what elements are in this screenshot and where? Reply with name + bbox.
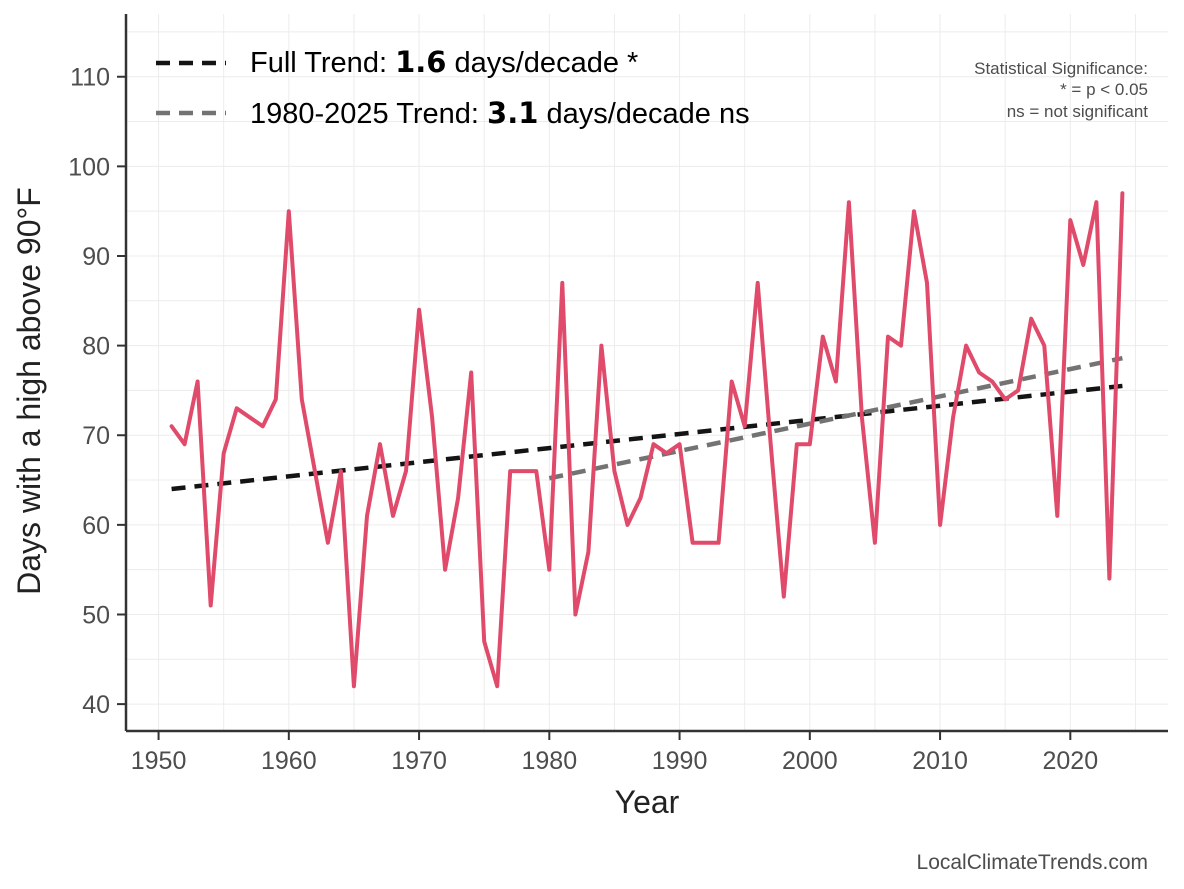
series-line (169, 191, 1125, 689)
x-tick-label: 1980 (522, 747, 578, 775)
y-ticks: 40 50 60 70 80 90 100 110 (68, 64, 126, 719)
y-tick-label: 80 (82, 333, 110, 361)
x-tick-label: 1990 (652, 747, 708, 775)
significance-line-2: ns = not significant (1007, 102, 1149, 121)
x-tick-label: 2020 (1043, 747, 1099, 775)
y-tick-label: 60 (82, 512, 110, 540)
legend-label-full-trend: Full Trend: 1.6 days/decade * (250, 45, 638, 79)
credit-text: LocalClimateTrends.com (917, 851, 1148, 874)
x-ticks: 1950 1960 1970 1980 1990 2000 2010 2020 (131, 731, 1098, 775)
recent-trend-line (548, 355, 1123, 481)
legend-full-suffix: days/decade * (446, 47, 638, 79)
y-tick-label: 110 (70, 64, 110, 92)
grid (126, 14, 1168, 731)
legend-label-recent-trend: 1980-2025 Trend: 3.1 days/decade ns (250, 96, 750, 130)
significance-title: Statistical Significance: (974, 59, 1148, 78)
significance-note: Statistical Significance: * = p < 0.05 n… (974, 59, 1148, 121)
y-tick-label: 40 (82, 691, 110, 719)
x-tick-label: 1960 (261, 747, 317, 775)
y-tick-label: 50 (82, 601, 110, 629)
legend-full-prefix: Full Trend: (250, 47, 395, 79)
legend-recent-value: 3.1 (487, 96, 538, 130)
legend: Full Trend: 1.6 days/decade * 1980-2025 … (156, 45, 750, 130)
y-tick-label: 100 (68, 153, 110, 181)
x-tick-label: 1950 (131, 747, 187, 775)
trend-lines (171, 355, 1123, 492)
x-tick-label: 1970 (391, 747, 447, 775)
x-tick-label: 2010 (912, 747, 968, 775)
significance-line-1: * = p < 0.05 (1060, 80, 1148, 99)
x-axis-title: Year (615, 784, 680, 820)
y-axis-title: Days with a high above 90°F (11, 187, 47, 595)
data-series (169, 191, 1125, 689)
y-tick-label: 90 (82, 243, 110, 271)
legend-full-value: 1.6 (395, 45, 446, 79)
legend-recent-suffix: days/decade ns (538, 98, 749, 130)
y-tick-label: 70 (82, 422, 110, 450)
legend-recent-prefix: 1980-2025 Trend: (250, 98, 487, 130)
x-tick-label: 2000 (782, 747, 838, 775)
